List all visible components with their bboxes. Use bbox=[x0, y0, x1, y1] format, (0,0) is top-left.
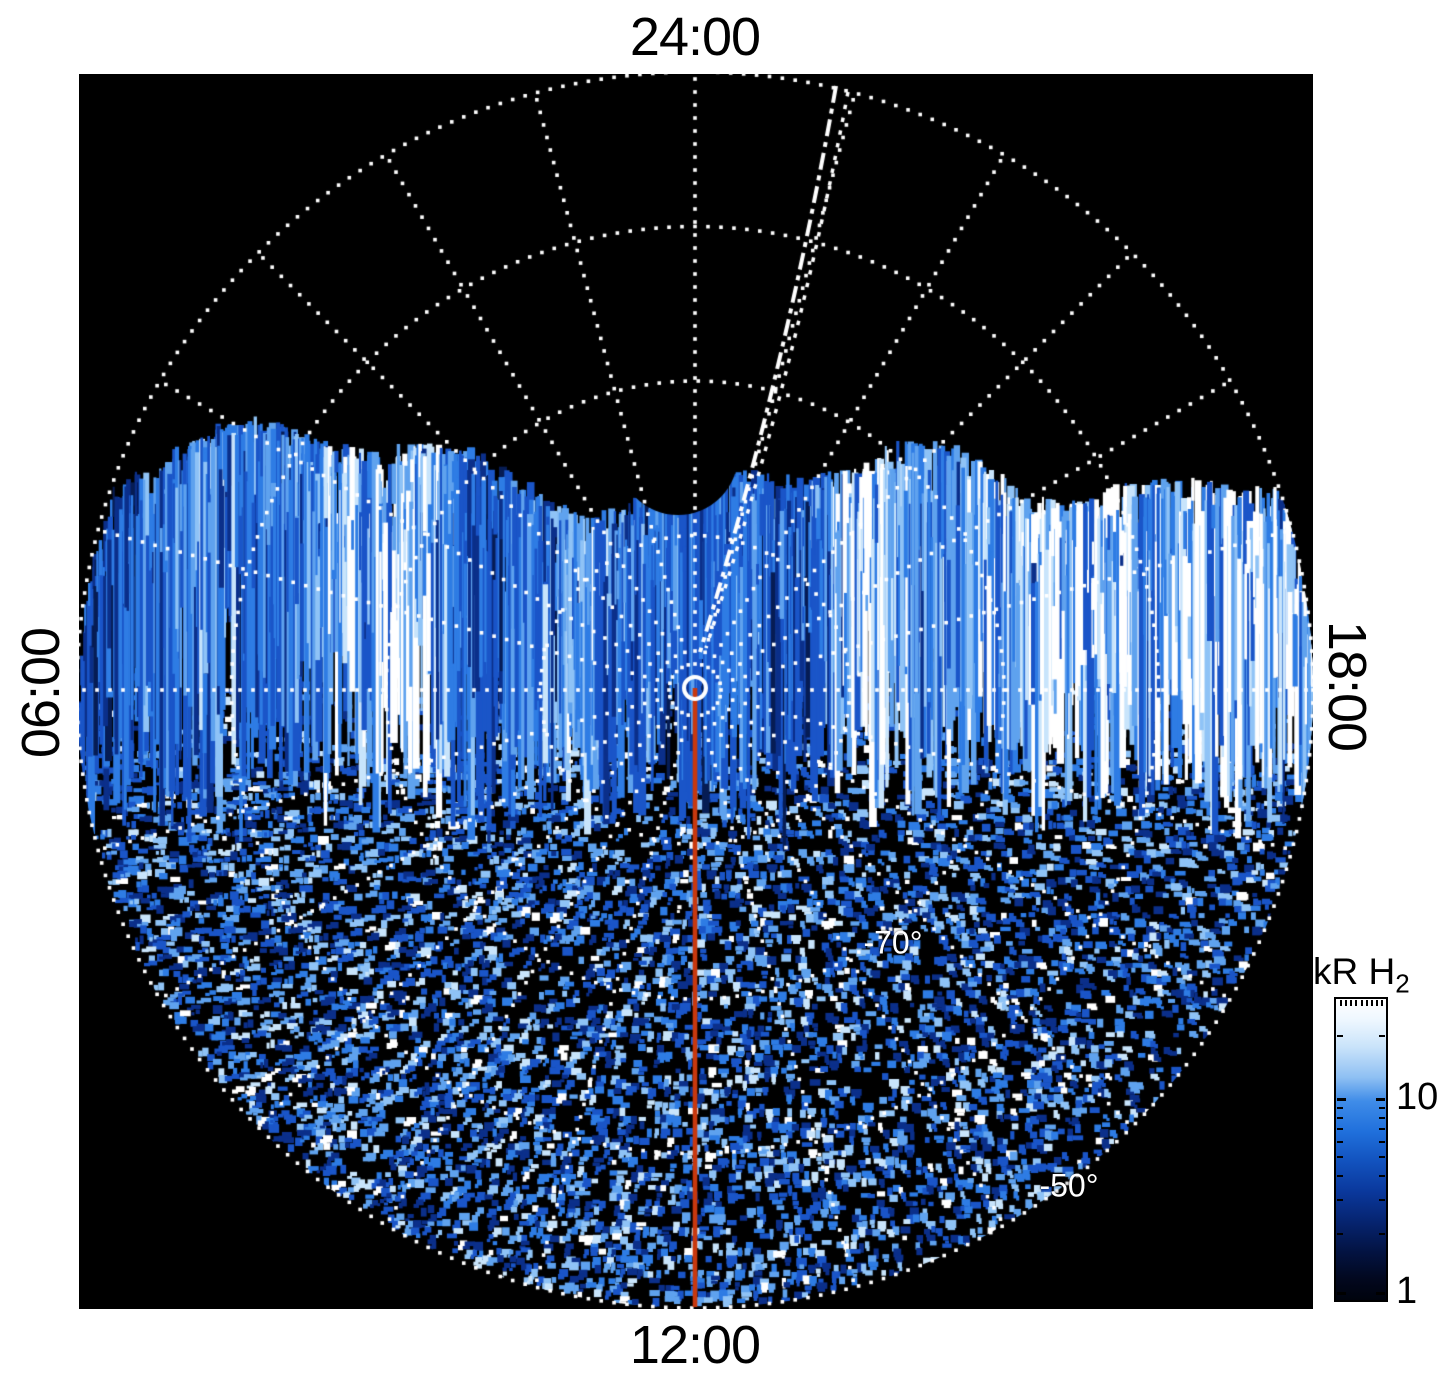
local-time-label-12: 12:00 bbox=[629, 1315, 761, 1375]
latitude-ring-label-50: -50° bbox=[1039, 1167, 1099, 1204]
colorbar-tick-mark bbox=[1345, 1000, 1348, 1006]
local-time-label-24: 24:00 bbox=[629, 7, 761, 67]
colorbar-tick-mark bbox=[1375, 1000, 1378, 1006]
colorbar-title-subscript: 2 bbox=[1395, 968, 1410, 999]
colorbar-tick-mark bbox=[1379, 1175, 1385, 1177]
colorbar-tick-mark bbox=[1337, 1107, 1343, 1109]
colorbar-tick-mark bbox=[1379, 1233, 1385, 1235]
polar-plot-area bbox=[79, 74, 1313, 1309]
colorbar-gradient bbox=[1336, 999, 1386, 1300]
colorbar-title-text: kR H bbox=[1313, 951, 1396, 992]
colorbar-tick-mark bbox=[1340, 1000, 1342, 1006]
colorbar-tick-mark bbox=[1379, 1199, 1385, 1201]
colorbar-tick-mark bbox=[1337, 1156, 1343, 1158]
colorbar-tick-mark bbox=[1379, 1156, 1385, 1158]
colorbar-title: kR H2 bbox=[1313, 951, 1410, 999]
local-time-label-06: 06:00 bbox=[11, 627, 71, 759]
colorbar-tick-mark bbox=[1379, 1035, 1385, 1037]
colorbar-tick-mark bbox=[1376, 1292, 1385, 1295]
polar-plot-canvas bbox=[79, 74, 1313, 1309]
colorbar bbox=[1334, 997, 1388, 1302]
colorbar-tick-mark bbox=[1379, 1107, 1385, 1109]
colorbar-tick-mark bbox=[1337, 1141, 1343, 1143]
colorbar-tick-mark bbox=[1337, 1035, 1343, 1037]
colorbar-tick-mark bbox=[1337, 1199, 1343, 1201]
colorbar-tick-mark bbox=[1379, 1141, 1385, 1143]
latitude-ring-label-70: -70° bbox=[863, 924, 923, 961]
colorbar-tick-label-10: 10 bbox=[1396, 1076, 1439, 1118]
colorbar-tick-mark bbox=[1379, 1128, 1385, 1130]
colorbar-tick-mark bbox=[1370, 1000, 1373, 1006]
local-time-label-18: 18:00 bbox=[1317, 620, 1377, 752]
colorbar-tick-mark bbox=[1337, 1117, 1343, 1119]
colorbar-tick-mark bbox=[1360, 1000, 1363, 1006]
colorbar-tick-mark bbox=[1365, 1000, 1368, 1006]
colorbar-tick-mark bbox=[1337, 1128, 1343, 1130]
colorbar-tick-mark bbox=[1376, 1098, 1385, 1101]
colorbar-tick-mark bbox=[1337, 1292, 1346, 1295]
colorbar-tick-mark bbox=[1379, 1117, 1385, 1119]
colorbar-tick-mark bbox=[1355, 1000, 1358, 1006]
colorbar-tick-label-1: 1 bbox=[1396, 1270, 1418, 1312]
colorbar-tick-mark bbox=[1337, 1175, 1343, 1177]
colorbar-tick-mark bbox=[1337, 1098, 1346, 1101]
colorbar-tick-mark bbox=[1381, 1000, 1383, 1006]
colorbar-tick-mark bbox=[1337, 1233, 1343, 1235]
colorbar-tick-mark bbox=[1350, 1000, 1353, 1006]
